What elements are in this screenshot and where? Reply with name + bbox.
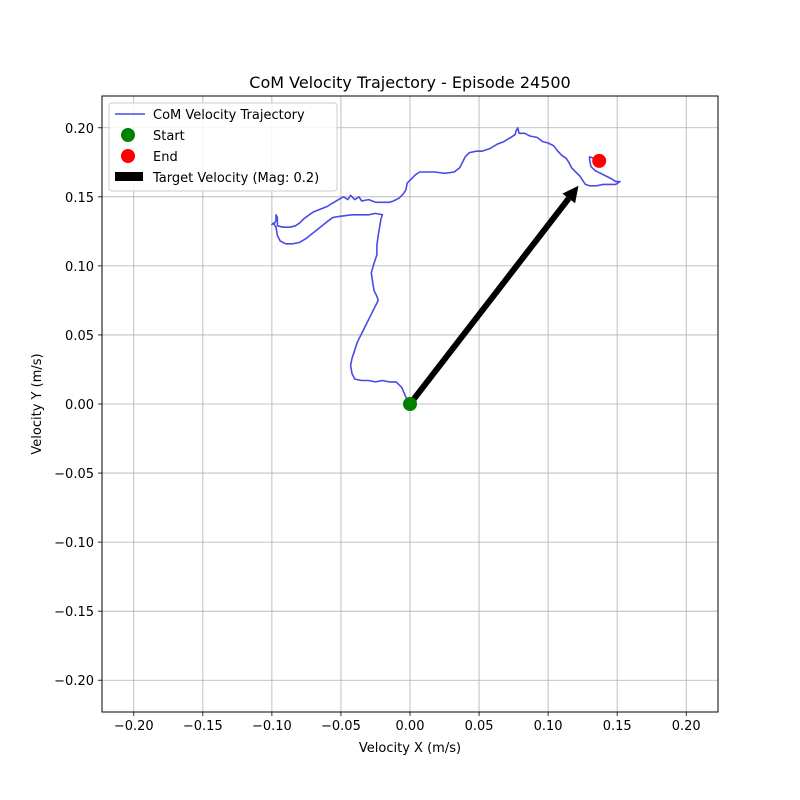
legend-box	[108, 102, 338, 192]
y-tick-label: −0.20	[54, 674, 94, 689]
y-tick-label: 0.00	[65, 398, 94, 413]
x-tick-label: 0.00	[396, 719, 425, 734]
x-tick-label: −0.05	[321, 719, 361, 734]
trajectory-line	[271, 127, 621, 405]
x-tick-label: −0.15	[183, 719, 223, 734]
legend-start-marker	[121, 128, 135, 142]
legend-start-label: Start	[153, 129, 185, 144]
plot-frame	[101, 95, 719, 713]
y-tick-label: 0.05	[65, 329, 94, 344]
plot-data	[271, 127, 621, 411]
legend: CoM Velocity Trajectory Start End Target…	[108, 102, 338, 192]
x-tick-label: 0.20	[672, 719, 701, 734]
x-tick-label: −0.20	[114, 719, 154, 734]
y-tick-label: 0.15	[65, 191, 94, 206]
y-axis-ticks: −0.20 −0.15 −0.10 −0.05 0.00 0.05 0.10 0.15 0.20	[54, 122, 102, 689]
end-marker	[592, 153, 607, 168]
chart-title: CoM Velocity Trajectory - Episode 24500	[249, 73, 570, 92]
y-axis-label: Velocity Y (m/s)	[30, 353, 45, 454]
y-tick-label: 0.10	[65, 260, 94, 275]
legend-arrow-label: Target Velocity (Mag: 0.2)	[152, 171, 319, 186]
legend-end-label: End	[153, 150, 178, 165]
x-tick-label: −0.10	[252, 719, 292, 734]
x-axis-label: Velocity X (m/s)	[359, 741, 461, 756]
y-tick-label: −0.05	[54, 467, 94, 482]
target-velocity-arrow-head	[562, 185, 579, 204]
x-tick-label: 0.15	[603, 719, 632, 734]
y-tick-label: 0.20	[65, 122, 94, 137]
y-tick-label: −0.15	[54, 605, 94, 620]
target-velocity-arrow-shaft	[407, 196, 572, 406]
legend-arrow-swatch	[115, 172, 143, 181]
legend-trajectory-label: CoM Velocity Trajectory	[153, 108, 305, 123]
start-marker	[403, 397, 417, 411]
x-tick-label: 0.10	[534, 719, 563, 734]
y-tick-label: −0.10	[54, 536, 94, 551]
x-axis-ticks: −0.20 −0.15 −0.10 −0.05 0.00 0.05 0.10 0.15 0.20	[114, 712, 701, 734]
legend-end-marker	[121, 149, 135, 163]
x-tick-label: 0.05	[465, 719, 494, 734]
